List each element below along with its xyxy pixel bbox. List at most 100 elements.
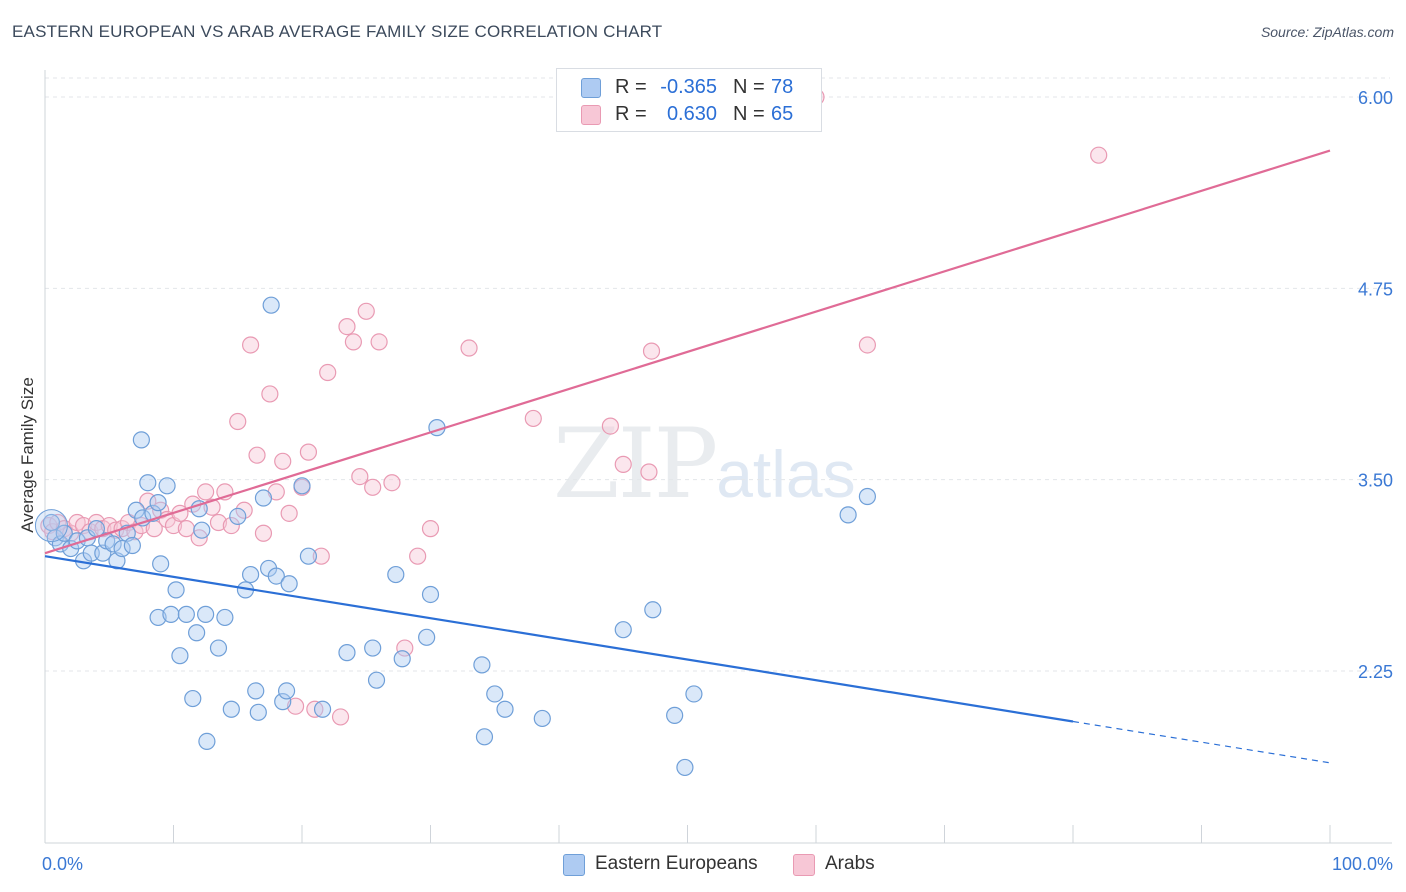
eastern-point bbox=[242, 565, 260, 584]
arab-point bbox=[640, 463, 658, 481]
arab-swatch bbox=[793, 854, 815, 876]
eastern-swatch bbox=[563, 854, 585, 876]
eastern-point bbox=[184, 689, 202, 708]
eastern-point bbox=[190, 500, 208, 518]
eastern-point bbox=[685, 685, 703, 703]
arab-point bbox=[396, 639, 414, 657]
eastern-point bbox=[418, 628, 436, 646]
watermark: ZIPatlas bbox=[553, 408, 856, 520]
eastern-point bbox=[158, 477, 176, 495]
arab-point bbox=[338, 318, 356, 336]
eastern-point bbox=[222, 700, 240, 718]
eastern-point bbox=[313, 700, 332, 718]
arab-point bbox=[286, 697, 305, 715]
eastern-point bbox=[123, 536, 141, 555]
arab-point bbox=[235, 501, 253, 519]
eastern-swatch bbox=[581, 78, 601, 98]
arab-point bbox=[858, 336, 877, 354]
eastern-point bbox=[387, 565, 405, 584]
eastern-point bbox=[167, 581, 185, 599]
eastern-point bbox=[475, 728, 494, 746]
eastern-point bbox=[198, 732, 216, 751]
arab-point bbox=[421, 520, 440, 538]
source-credit: Source: ZipAtlas.com bbox=[1260, 24, 1394, 40]
arab-point bbox=[331, 708, 350, 726]
arab-point bbox=[222, 516, 240, 535]
arab-point bbox=[197, 483, 215, 501]
legend-label: Eastern Europeans bbox=[595, 853, 758, 874]
eastern-point bbox=[249, 703, 267, 721]
y-tick-label: 4.75 bbox=[1358, 279, 1393, 299]
eastern-point bbox=[193, 521, 211, 539]
chart-title: EASTERN EUROPEAN VS ARAB AVERAGE FAMILY … bbox=[12, 22, 663, 41]
legend-label: Arabs bbox=[825, 853, 875, 874]
n-value: 78 bbox=[771, 76, 794, 98]
eastern-point bbox=[55, 524, 73, 542]
arab-point bbox=[312, 547, 330, 565]
eastern-point bbox=[104, 535, 122, 553]
r-value: -0.365 bbox=[660, 76, 717, 98]
arab-swatch bbox=[581, 105, 601, 125]
eastern-point bbox=[139, 474, 157, 492]
n-label: N = bbox=[733, 76, 765, 98]
eastern-point bbox=[188, 624, 206, 642]
eastern-point bbox=[132, 431, 150, 449]
eastern-point bbox=[177, 605, 195, 623]
n-value: 65 bbox=[771, 103, 794, 125]
eastern-point bbox=[299, 547, 318, 565]
arab-point bbox=[409, 547, 427, 565]
eastern-point bbox=[858, 487, 877, 506]
arab-point bbox=[383, 474, 401, 492]
eastern-point bbox=[473, 656, 491, 674]
eastern-point bbox=[666, 706, 684, 724]
y-tick-label: 3.50 bbox=[1358, 471, 1393, 491]
eastern-point bbox=[421, 585, 440, 604]
arab-point bbox=[87, 513, 106, 532]
axes bbox=[44, 70, 1392, 844]
eastern-point bbox=[162, 605, 180, 623]
eastern-points bbox=[34, 296, 877, 777]
arab-point bbox=[274, 452, 292, 470]
arab-point bbox=[460, 339, 478, 357]
correlation-legend: R = -0.365 N = 78 R = 0.630 N = 65 bbox=[556, 68, 822, 132]
eastern-point bbox=[149, 494, 167, 512]
eastern-point bbox=[229, 507, 247, 526]
r-label: R = bbox=[615, 103, 647, 125]
eastern-cluster-point bbox=[34, 509, 68, 543]
eastern-point bbox=[197, 605, 215, 623]
eastern-point bbox=[209, 639, 228, 657]
eastern-trend-extension bbox=[1072, 720, 1331, 764]
eastern-trend-line bbox=[44, 555, 1074, 723]
arab-point bbox=[642, 342, 661, 360]
arab-point bbox=[1090, 146, 1108, 164]
y-tick-label: 6.00 bbox=[1358, 88, 1393, 108]
arab-point bbox=[614, 455, 632, 473]
eastern-point bbox=[496, 700, 514, 718]
eastern-point bbox=[486, 685, 504, 703]
y-axis-label: Average Family Size bbox=[18, 377, 37, 533]
watermark-zip: ZIP bbox=[553, 408, 718, 520]
arab-point bbox=[370, 333, 388, 351]
arab-point bbox=[280, 504, 298, 522]
eastern-point bbox=[254, 489, 273, 507]
arab-point bbox=[242, 336, 260, 354]
eastern-point bbox=[216, 608, 234, 627]
eastern-point bbox=[171, 647, 189, 665]
eastern-point bbox=[393, 650, 411, 668]
arab-point bbox=[229, 412, 247, 431]
r-label: R = bbox=[615, 76, 647, 98]
arab-point bbox=[261, 385, 279, 403]
arab-point bbox=[351, 468, 369, 486]
arab-point bbox=[357, 302, 375, 320]
eastern-point bbox=[338, 644, 356, 662]
eastern-point bbox=[367, 671, 386, 689]
eastern-point bbox=[247, 682, 265, 700]
arab-point bbox=[254, 524, 273, 542]
series-legend: Eastern Europeans Arabs bbox=[0, 852, 1406, 878]
arab-point bbox=[524, 409, 542, 428]
eastern-point bbox=[262, 296, 280, 314]
eastern-point bbox=[274, 693, 292, 711]
y-tick-label: 2.25 bbox=[1358, 662, 1393, 682]
eastern-point bbox=[293, 477, 311, 495]
